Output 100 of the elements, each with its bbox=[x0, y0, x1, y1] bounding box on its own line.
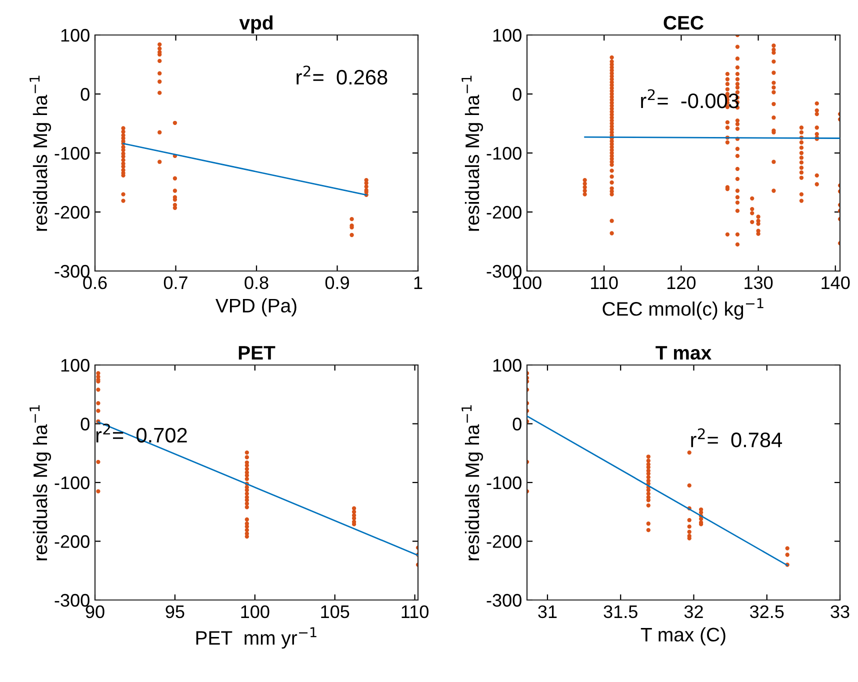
y-tick-label: 100 bbox=[61, 358, 90, 372]
point bbox=[244, 450, 249, 455]
point bbox=[350, 232, 354, 238]
annotation: r$^{2}$= 0.268 bbox=[296, 66, 388, 85]
point bbox=[172, 198, 178, 202]
y-tick-label: 100 bbox=[493, 28, 522, 42]
y-tick-label: -100 bbox=[486, 146, 522, 160]
y-tick-label: -200 bbox=[486, 206, 522, 219]
chart-title: PET bbox=[238, 346, 276, 360]
point bbox=[646, 488, 650, 492]
x-tick-label: 140 bbox=[822, 276, 850, 290]
x-axis-title: CEC mmol(c) kg$^{−1}$ bbox=[602, 298, 764, 320]
y-tick-label: 100 bbox=[493, 358, 522, 372]
chart-title: T max bbox=[656, 346, 712, 360]
y-tick-label: -200 bbox=[486, 535, 522, 548]
x-axis-title: T max (C) bbox=[640, 627, 726, 646]
x-tick-label: 0.7 bbox=[164, 276, 188, 290]
point bbox=[158, 42, 162, 47]
point bbox=[785, 546, 790, 550]
point bbox=[96, 460, 100, 464]
point bbox=[244, 476, 249, 482]
point bbox=[687, 524, 692, 529]
point bbox=[172, 176, 178, 180]
point bbox=[646, 472, 650, 476]
point bbox=[158, 130, 162, 134]
y-tick-label: 0 bbox=[512, 418, 522, 430]
point bbox=[172, 188, 178, 193]
point bbox=[158, 80, 162, 84]
point bbox=[96, 408, 100, 413]
y-tick-label: 0 bbox=[80, 88, 90, 101]
point bbox=[646, 522, 650, 526]
point bbox=[687, 530, 692, 534]
y-tick-label: -300 bbox=[486, 264, 522, 278]
point bbox=[646, 458, 650, 463]
annotation: r$^{2}$= 0.702 bbox=[96, 424, 187, 443]
chart-title: CEC bbox=[664, 16, 704, 30]
point bbox=[364, 181, 368, 186]
x-tick-label: 100 bbox=[241, 605, 270, 618]
point bbox=[244, 528, 249, 532]
y-tick-label: -100 bbox=[54, 146, 90, 160]
point bbox=[172, 120, 178, 125]
point bbox=[244, 502, 249, 506]
x-axis-title: VPD (Pa) bbox=[216, 298, 296, 316]
point bbox=[687, 450, 692, 455]
y-tick-label: 0 bbox=[512, 88, 522, 101]
annotation: r$^{2}$= 0.784 bbox=[691, 428, 782, 448]
point bbox=[158, 160, 162, 164]
x-tick-label: 32 bbox=[684, 605, 703, 618]
x-tick-label: 0.6 bbox=[83, 276, 107, 290]
y-tick-label: -300 bbox=[54, 264, 90, 278]
point bbox=[121, 198, 126, 203]
x-tick-label: 1 bbox=[414, 276, 422, 289]
point bbox=[96, 401, 100, 406]
chart-title: vpd bbox=[239, 15, 273, 34]
x-axis-title: PET mm yr$^{−1}$ bbox=[196, 627, 316, 649]
point bbox=[244, 498, 249, 502]
point bbox=[352, 506, 356, 510]
x-tick-label: 120 bbox=[668, 276, 696, 290]
y-tick-label: -300 bbox=[486, 594, 522, 607]
point bbox=[785, 552, 790, 557]
y-tick-label: 100 bbox=[61, 28, 90, 42]
x-tick-label: 130 bbox=[744, 276, 773, 290]
point bbox=[352, 522, 356, 526]
x-tick-label: 33 bbox=[830, 605, 850, 618]
point bbox=[96, 388, 100, 392]
x-tick-label: 0.8 bbox=[244, 276, 268, 290]
point bbox=[687, 483, 692, 488]
x-tick-label: 95 bbox=[166, 605, 184, 618]
x-tick-label: 32.5 bbox=[750, 605, 784, 618]
point bbox=[646, 454, 650, 459]
point bbox=[244, 517, 249, 522]
point bbox=[121, 158, 126, 162]
point bbox=[352, 516, 356, 520]
x-tick-label: 110 bbox=[591, 276, 618, 290]
y-tick-label: 0 bbox=[80, 418, 90, 430]
y-axis-title: residuals Mg ha$^{−1}$ bbox=[462, 76, 484, 231]
x-tick-label: 31.5 bbox=[604, 605, 638, 618]
point bbox=[244, 455, 249, 460]
point bbox=[350, 216, 354, 222]
x-tick-label: 0.9 bbox=[325, 276, 349, 290]
point bbox=[96, 371, 100, 376]
point bbox=[244, 488, 249, 492]
point bbox=[646, 528, 650, 532]
point bbox=[121, 126, 126, 130]
y-tick-label: -300 bbox=[54, 594, 90, 607]
y-axis-title: residuals Mg ha$^{−1}$ bbox=[30, 76, 52, 231]
x-tick-label: 31 bbox=[538, 605, 557, 618]
point bbox=[687, 518, 692, 522]
y-tick-label: -100 bbox=[54, 476, 90, 490]
x-tick-label: 90 bbox=[86, 605, 104, 618]
y-axis-title: residuals Mg ha$^{−1}$ bbox=[30, 405, 52, 560]
point bbox=[646, 503, 650, 508]
y-tick-label: -200 bbox=[54, 206, 90, 219]
point bbox=[646, 475, 650, 480]
x-tick-label: 110 bbox=[402, 605, 428, 618]
point bbox=[121, 192, 126, 196]
y-tick-label: -100 bbox=[486, 476, 522, 490]
point bbox=[244, 505, 249, 510]
point bbox=[158, 71, 162, 76]
point bbox=[96, 489, 100, 494]
